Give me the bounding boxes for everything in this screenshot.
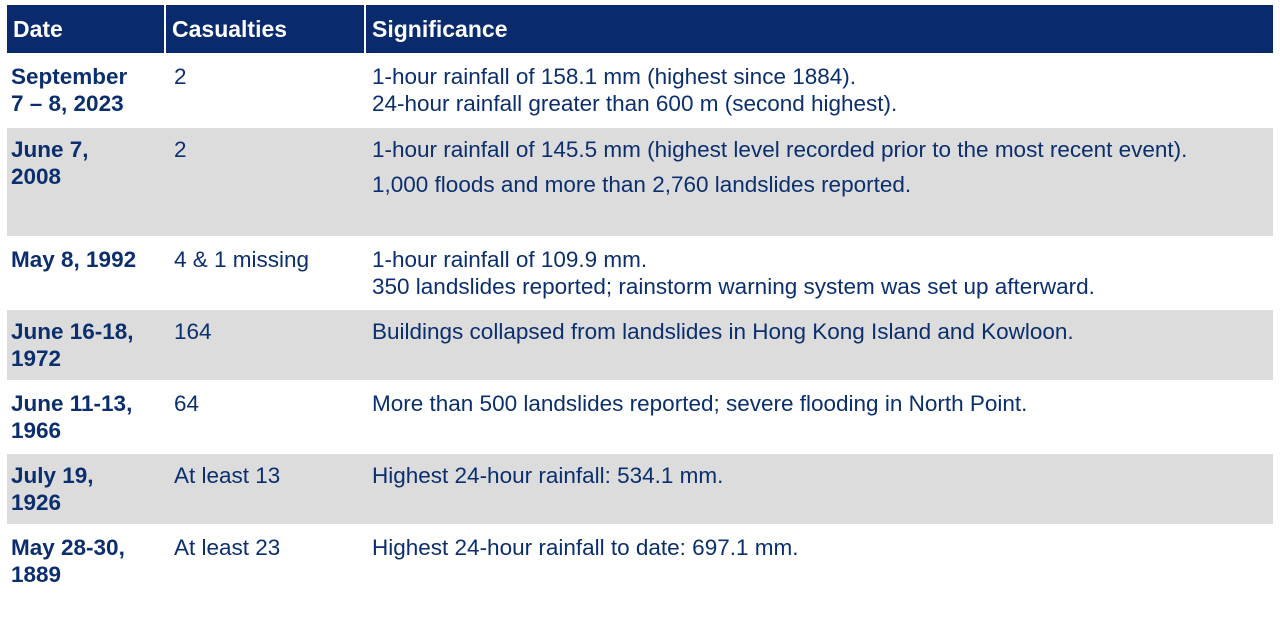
table-row: June 16-18, 1972 164 Buildings collapsed… xyxy=(7,308,1273,380)
date-cell: June 7, 2008 xyxy=(7,128,166,236)
date-line: June 16-18, xyxy=(11,319,134,344)
date-line: 1889 xyxy=(11,562,62,587)
date-line: 7 – 8, 2023 xyxy=(11,91,124,116)
table-header: Date Casualties Significance xyxy=(7,5,1273,55)
significance-cell: Highest 24-hour rainfall to date: 697.1 … xyxy=(366,526,1273,596)
header-significance: Significance xyxy=(372,16,508,42)
significance-line: 1-hour rainfall of 145.5 mm (highest lev… xyxy=(372,137,1188,162)
table-row: September 7 – 8, 2023 2 1-hour rainfall … xyxy=(7,55,1273,126)
date-line: 1966 xyxy=(11,418,62,443)
date-line: May 8, 1992 xyxy=(11,247,137,272)
significance-line: Highest 24-hour rainfall: 534.1 mm. xyxy=(372,463,724,488)
date-line: 1972 xyxy=(11,346,62,371)
significance-cell: 1-hour rainfall of 109.9 mm. 350 landsli… xyxy=(366,238,1273,308)
significance-line: 1-hour rainfall of 109.9 mm. xyxy=(372,247,648,272)
significance-cell: Buildings collapsed from landslides in H… xyxy=(366,310,1273,380)
significance-cell: 1-hour rainfall of 145.5 mm (highest lev… xyxy=(366,128,1273,236)
casualties-cell: 4 & 1 missing xyxy=(174,247,310,272)
significance-cell: Highest 24-hour rainfall: 534.1 mm. xyxy=(366,454,1273,524)
casualties-cell: 2 xyxy=(174,64,187,89)
date-cell: September 7 – 8, 2023 xyxy=(7,55,166,126)
table-row: June 7, 2008 2 1-hour rainfall of 145.5 … xyxy=(7,126,1273,236)
date-line: September xyxy=(11,64,128,89)
casualties-cell: At least 13 xyxy=(174,463,281,488)
significance-line: 1-hour rainfall of 158.1 mm (highest sin… xyxy=(372,64,857,89)
date-cell: June 16-18, 1972 xyxy=(7,310,166,380)
significance-line: Highest 24-hour rainfall to date: 697.1 … xyxy=(372,535,799,560)
date-line: 2008 xyxy=(11,164,62,189)
significance-cell: More than 500 landslides reported; sever… xyxy=(366,382,1273,452)
table-row: May 28-30, 1889 At least 23 Highest 24-h… xyxy=(7,524,1273,596)
date-cell: May 8, 1992 xyxy=(7,238,166,308)
significance-line: 350 landslides reported; rainstorm warni… xyxy=(372,274,1095,299)
table-row: June 11-13, 1966 64 More than 500 landsl… xyxy=(7,380,1273,452)
date-line: July 19, xyxy=(11,463,94,488)
table-row: July 19, 1926 At least 13 Highest 24-hou… xyxy=(7,452,1273,524)
date-cell: June 11-13, 1966 xyxy=(7,382,166,452)
casualties-cell: At least 23 xyxy=(174,535,281,560)
significance-line: 24-hour rainfall greater than 600 m (sec… xyxy=(372,91,898,116)
casualties-cell: 164 xyxy=(174,319,212,344)
date-line: 1926 xyxy=(11,490,62,515)
events-table: Date Casualties Significance September 7… xyxy=(7,5,1273,596)
table-row: May 8, 1992 4 & 1 missing 1-hour rainfal… xyxy=(7,236,1273,308)
significance-line: Buildings collapsed from landslides in H… xyxy=(372,319,1074,344)
date-line: June 7, xyxy=(11,137,89,162)
date-cell: July 19, 1926 xyxy=(7,454,166,524)
date-line: June 11-13, xyxy=(11,391,133,416)
header-date: Date xyxy=(7,5,166,53)
header-casualties: Casualties xyxy=(166,5,366,53)
significance-line: 1,000 floods and more than 2,760 landsli… xyxy=(372,172,912,197)
date-cell: May 28-30, 1889 xyxy=(7,526,166,596)
date-line: May 28-30, xyxy=(11,535,125,560)
casualties-cell: 64 xyxy=(174,391,200,416)
significance-line: More than 500 landslides reported; sever… xyxy=(372,391,1028,416)
significance-cell: 1-hour rainfall of 158.1 mm (highest sin… xyxy=(366,55,1273,126)
casualties-cell: 2 xyxy=(174,137,187,162)
